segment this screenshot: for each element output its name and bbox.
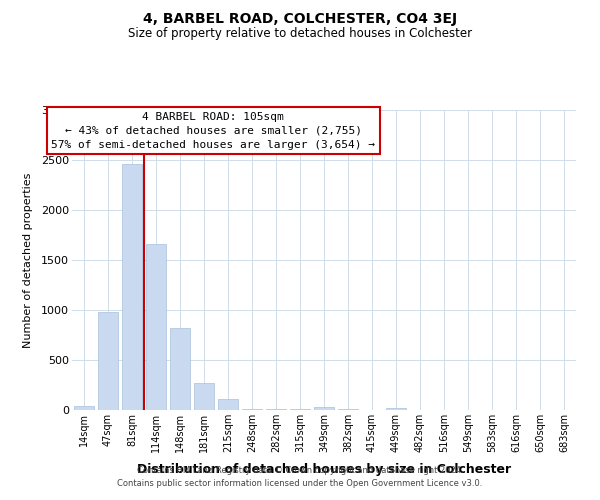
Text: Contains HM Land Registry data © Crown copyright and database right 2024.
Contai: Contains HM Land Registry data © Crown c… <box>118 466 482 487</box>
Y-axis label: Number of detached properties: Number of detached properties <box>23 172 33 348</box>
Text: 4 BARBEL ROAD: 105sqm
← 43% of detached houses are smaller (2,755)
57% of semi-d: 4 BARBEL ROAD: 105sqm ← 43% of detached … <box>51 112 375 150</box>
Text: Size of property relative to detached houses in Colchester: Size of property relative to detached ho… <box>128 28 472 40</box>
Bar <box>290 409 310 410</box>
Text: 4, BARBEL ROAD, COLCHESTER, CO4 3EJ: 4, BARBEL ROAD, COLCHESTER, CO4 3EJ <box>143 12 457 26</box>
Bar <box>74 406 94 410</box>
Bar <box>314 406 334 410</box>
Bar <box>218 398 238 410</box>
Bar <box>122 164 142 410</box>
Bar <box>194 383 214 410</box>
Bar <box>170 328 190 410</box>
Bar <box>266 409 286 410</box>
Bar <box>386 408 406 410</box>
Bar <box>338 409 358 410</box>
Bar <box>98 312 118 410</box>
Bar <box>146 244 166 410</box>
Bar <box>242 409 262 410</box>
X-axis label: Distribution of detached houses by size in Colchester: Distribution of detached houses by size … <box>137 464 511 476</box>
